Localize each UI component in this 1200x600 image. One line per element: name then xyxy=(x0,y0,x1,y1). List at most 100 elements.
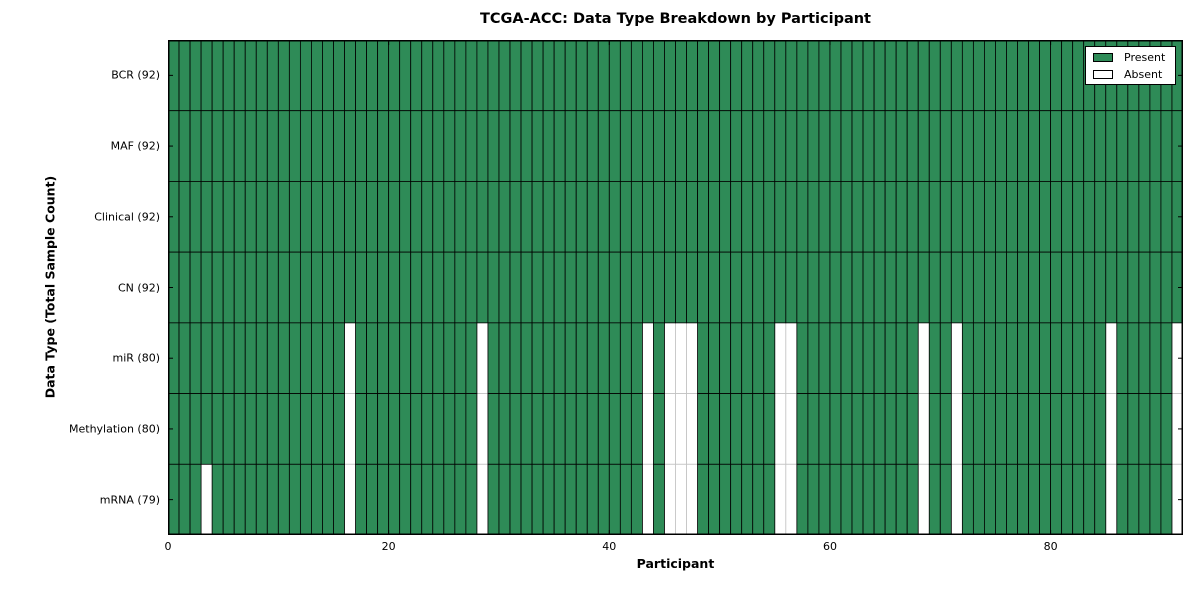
cell-present xyxy=(189,181,202,253)
cell-present xyxy=(377,40,390,112)
cell-present xyxy=(829,110,842,182)
cell-present xyxy=(664,40,676,112)
cell-absent xyxy=(344,393,356,465)
cell-present xyxy=(233,251,246,324)
cell-present xyxy=(1017,110,1029,182)
cell-present xyxy=(366,40,379,112)
cell-present xyxy=(244,181,257,253)
cell-present xyxy=(741,322,754,394)
cell-present xyxy=(355,181,367,253)
cell-present xyxy=(299,181,312,253)
cell-present xyxy=(498,110,511,182)
cell-present xyxy=(796,181,809,253)
cell-present xyxy=(266,110,279,182)
x-tick-label: 60 xyxy=(822,540,837,553)
cell-present xyxy=(432,251,445,324)
cell-present xyxy=(277,181,290,253)
cell-present xyxy=(487,393,500,465)
cell-present xyxy=(796,251,809,324)
cell-present xyxy=(597,251,610,324)
cell-present xyxy=(355,251,367,324)
cell-present xyxy=(884,40,897,112)
cell-present xyxy=(851,463,864,535)
cell-present xyxy=(465,322,478,394)
cell-present xyxy=(531,393,544,465)
x-axis-label: Participant xyxy=(636,556,715,571)
cell-present xyxy=(233,181,246,253)
cell-present xyxy=(421,463,434,535)
cell-present xyxy=(542,110,555,182)
cell-present xyxy=(818,181,831,253)
cell-present xyxy=(443,110,456,182)
cell-present xyxy=(862,322,875,394)
cell-present xyxy=(222,463,235,535)
cell-present xyxy=(1127,110,1140,182)
cell-present xyxy=(829,40,842,112)
cell-present xyxy=(1094,181,1107,253)
cell-present xyxy=(895,110,908,182)
cell-present xyxy=(255,463,268,535)
cell-present xyxy=(675,181,687,253)
cell-present xyxy=(299,110,312,182)
cell-present xyxy=(807,322,820,394)
cell-present xyxy=(1006,322,1018,394)
cell-present xyxy=(1006,40,1018,112)
cell-present xyxy=(233,393,246,465)
cell-present xyxy=(222,110,235,182)
cell-present xyxy=(807,40,820,112)
cell-present xyxy=(972,110,985,182)
x-tick-label: 40 xyxy=(602,540,617,553)
cell-present xyxy=(1039,181,1052,253)
cell-present xyxy=(277,322,290,394)
cell-present xyxy=(818,110,831,182)
cell-present xyxy=(752,181,765,253)
cell-absent xyxy=(785,463,798,535)
cell-present xyxy=(178,322,191,394)
cell-present xyxy=(1050,40,1063,112)
cell-present xyxy=(211,181,224,253)
cell-present xyxy=(851,251,864,324)
cell-present xyxy=(1149,463,1162,535)
cell-present xyxy=(653,322,665,394)
cell-present xyxy=(531,463,544,535)
cell-present xyxy=(796,322,809,394)
legend-label-absent: Absent xyxy=(1124,67,1163,81)
cell-present xyxy=(752,251,765,324)
cell-present xyxy=(178,393,191,465)
cell-present xyxy=(465,393,478,465)
cell-present xyxy=(862,181,875,253)
cell-present xyxy=(862,40,875,112)
cell-present xyxy=(928,181,941,253)
cell-present xyxy=(189,40,202,112)
cell-present xyxy=(366,393,379,465)
cell-present xyxy=(454,463,467,535)
cell-present xyxy=(840,393,853,465)
cell-present xyxy=(586,110,599,182)
cell-present xyxy=(840,251,853,324)
cell-present xyxy=(277,251,290,324)
cell-present xyxy=(928,251,941,324)
cell-present xyxy=(928,463,941,535)
cell-present xyxy=(277,463,290,535)
cell-present xyxy=(928,393,941,465)
cell-absent xyxy=(664,463,676,535)
cell-present xyxy=(366,181,379,253)
cell-present xyxy=(189,322,202,394)
cell-present xyxy=(1149,110,1162,182)
cell-present xyxy=(641,181,654,253)
cell-present xyxy=(1006,251,1018,324)
cell-present xyxy=(608,393,621,465)
cell-present xyxy=(752,322,765,394)
cell-present xyxy=(333,393,345,465)
cell-present xyxy=(211,463,224,535)
cell-present xyxy=(895,40,908,112)
cell-present xyxy=(1006,110,1018,182)
cell-absent xyxy=(785,393,798,465)
cell-present xyxy=(311,463,323,535)
cell-present xyxy=(807,393,820,465)
cell-present xyxy=(211,110,224,182)
cell-present xyxy=(322,322,334,394)
cell-present xyxy=(984,251,996,324)
cell-present xyxy=(1050,251,1063,324)
cell-present xyxy=(487,251,500,324)
